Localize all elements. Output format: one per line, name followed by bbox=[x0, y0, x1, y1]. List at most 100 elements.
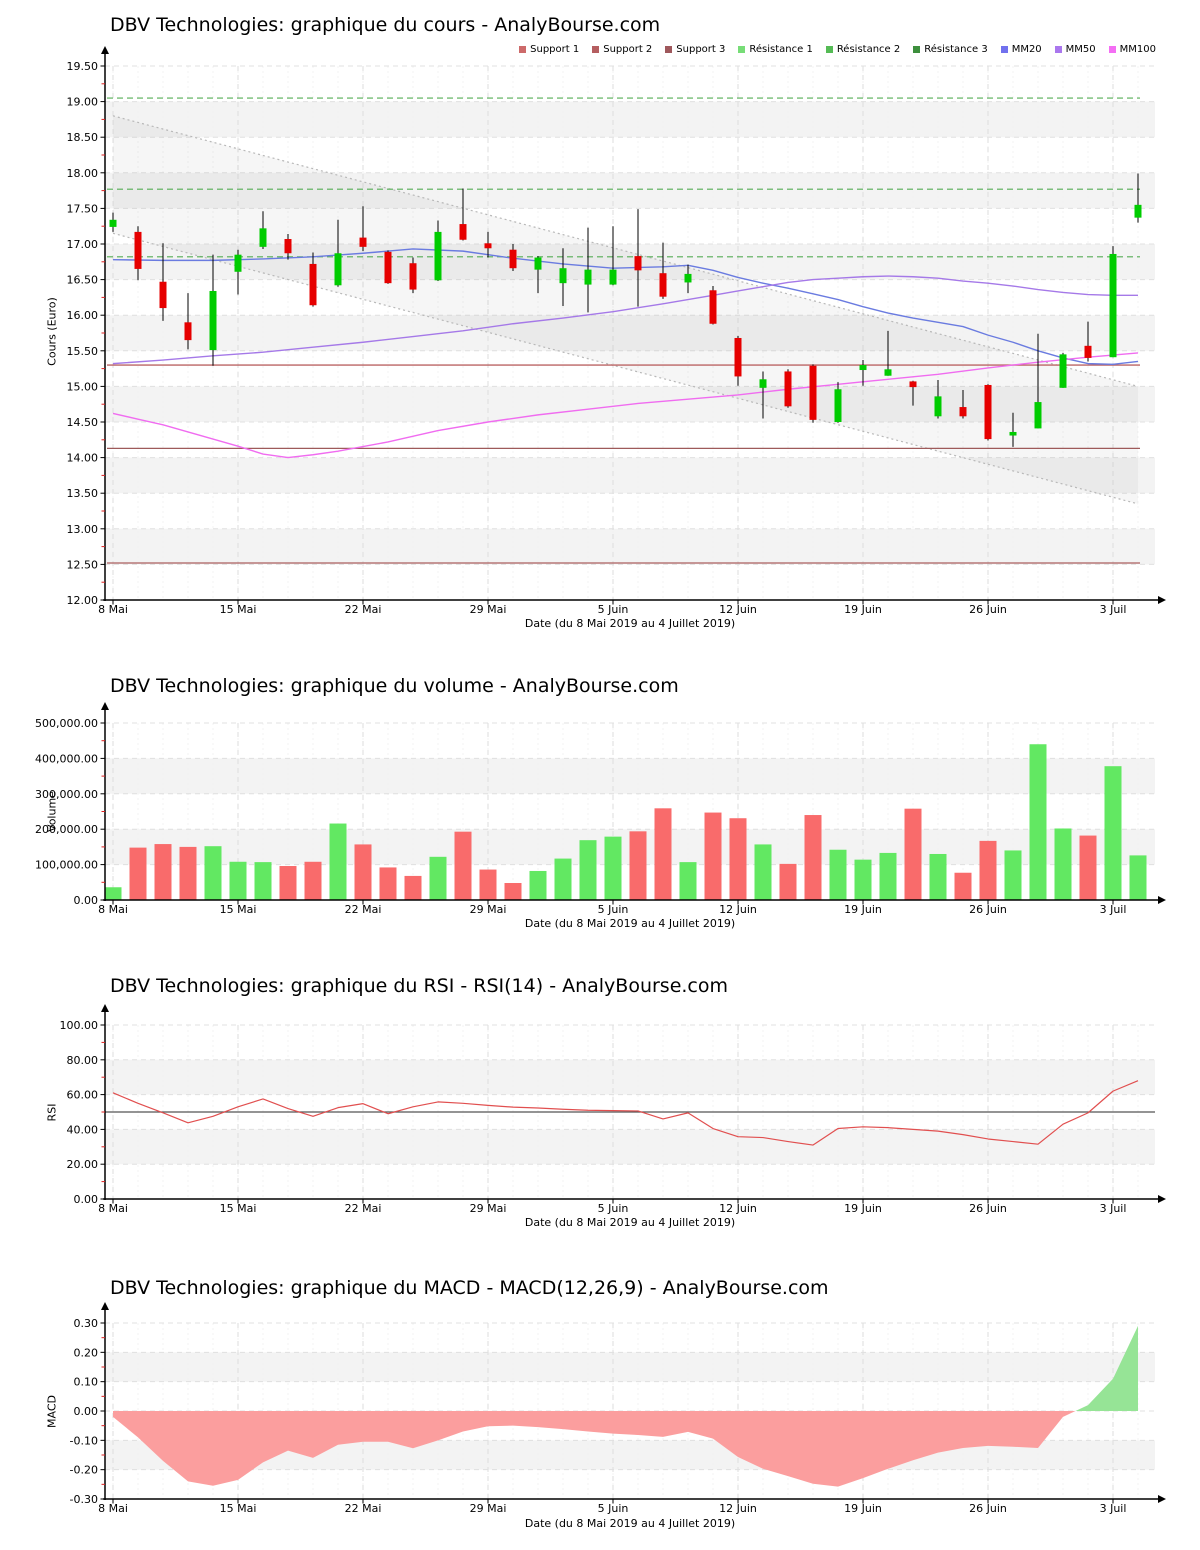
y-tick-label: 12.50 bbox=[67, 558, 99, 571]
macd-axes: 0.30 0.20 0.10 0.00 -0.10 -0.20 -0.308 Mai 15 M… bbox=[70, 1302, 1166, 1515]
rsi-x-axis-title: Date (du 8 Mai 2019 au 4 Juillet 2019) bbox=[524, 1216, 736, 1229]
candle-body-up bbox=[1009, 431, 1017, 436]
candle-body-down bbox=[409, 263, 417, 290]
candle-body-up bbox=[759, 379, 767, 388]
volume-bar-down bbox=[454, 831, 472, 900]
volume-bar-down bbox=[979, 840, 997, 900]
legend-label: MM20 bbox=[1011, 44, 1042, 55]
volume-bar-up bbox=[229, 861, 247, 900]
x-tick-label: 8 Mai bbox=[98, 1502, 128, 1515]
volume-bar-up bbox=[879, 852, 897, 900]
y-tick-label: 100,000.00 bbox=[35, 859, 98, 872]
y-tick-label: -0.20 bbox=[70, 1464, 98, 1477]
legend-item-mm100: MM100 bbox=[1108, 44, 1156, 55]
y-tick-label: 500,000.00 bbox=[35, 717, 98, 730]
candle-body-up bbox=[334, 253, 342, 286]
legend-label: Résistance 1 bbox=[749, 44, 813, 55]
y-tick-label: 19.00 bbox=[67, 96, 99, 109]
y-tick-label: 17.50 bbox=[67, 202, 99, 215]
y-tick-label: 60.00 bbox=[67, 1089, 99, 1102]
volume-bar-up bbox=[329, 823, 347, 900]
x-tick-label: 12 Juin bbox=[719, 903, 757, 916]
candle-body-down bbox=[184, 322, 192, 341]
x-tick-label: 3 Juil bbox=[1100, 903, 1127, 916]
legend-label: Support 2 bbox=[603, 44, 653, 55]
y-tick-label: 0.00 bbox=[74, 1405, 99, 1418]
x-tick-label: 5 Juin bbox=[598, 903, 629, 916]
y-axis-arrow-icon bbox=[101, 1004, 109, 1012]
price-plot-area: 19.50 19.00 18.50 18.00 17.50 17.00 16.50 16.00… bbox=[67, 46, 1166, 616]
zebra-band bbox=[105, 1129, 1155, 1165]
price-chart-title: DBV Technologies: graphique du cours - A… bbox=[110, 14, 661, 36]
candle-body-up bbox=[109, 219, 117, 227]
y-tick-label: 19.50 bbox=[67, 60, 99, 73]
y-tick-label: 13.00 bbox=[67, 523, 99, 536]
legend-item-support-1: Support 1 bbox=[519, 44, 579, 55]
x-tick-label: 3 Juil bbox=[1100, 603, 1127, 616]
candle-body-up bbox=[859, 365, 867, 371]
volume-bar-up bbox=[579, 840, 597, 900]
x-tick-label: 15 Mai bbox=[220, 1502, 257, 1515]
zebra-band bbox=[105, 244, 1155, 280]
volume-bar-down bbox=[804, 815, 822, 900]
volume-bar-up bbox=[929, 853, 947, 900]
mm100-swatch-icon bbox=[1108, 46, 1116, 53]
volume-bar-up bbox=[254, 862, 272, 900]
legend-item-mm20: MM20 bbox=[1000, 44, 1042, 55]
legend-label: MM100 bbox=[1119, 44, 1156, 55]
volume-bar-up bbox=[1054, 828, 1072, 900]
candle-body-down bbox=[159, 281, 167, 309]
y-tick-label: 40.00 bbox=[67, 1123, 99, 1136]
macd-chart-title: DBV Technologies: graphique du MACD - MA… bbox=[110, 1277, 829, 1299]
volume-bar-up bbox=[429, 856, 447, 900]
support-3-swatch-icon bbox=[665, 46, 673, 53]
y-tick-label: 17.00 bbox=[67, 238, 99, 251]
y-tick-label: 16.00 bbox=[67, 309, 99, 322]
candle-body-up bbox=[1059, 354, 1067, 388]
y-tick-label: 14.50 bbox=[67, 416, 99, 429]
volume-bar-down bbox=[504, 883, 522, 900]
x-tick-label: 3 Juil bbox=[1100, 1502, 1127, 1515]
price-axes: 19.50 19.00 18.50 18.00 17.50 17.00 16.50 16.00… bbox=[67, 46, 1166, 616]
candle-body-down bbox=[659, 273, 667, 297]
legend-item-resistance-1: Résistance 1 bbox=[738, 44, 813, 55]
x-axis-arrow-icon bbox=[1158, 596, 1166, 604]
x-tick-label: 29 Mai bbox=[470, 1502, 507, 1515]
candle-body-up bbox=[534, 257, 542, 270]
resistance-1-swatch-icon bbox=[738, 46, 746, 53]
macd-y-axis-title: MACD bbox=[45, 1395, 59, 1428]
candle-body-up bbox=[234, 254, 242, 272]
candle-body-down bbox=[309, 263, 317, 306]
trend-channel-lower-line bbox=[112, 232, 1139, 505]
x-tick-label: 5 Juin bbox=[598, 603, 629, 616]
candle-body-down bbox=[909, 381, 917, 388]
mm100-line bbox=[112, 352, 1139, 459]
legend-item-resistance-3: Résistance 3 bbox=[913, 44, 988, 55]
volume-bar-down bbox=[479, 869, 497, 900]
x-tick-label: 26 Juin bbox=[969, 1502, 1007, 1515]
volume-x-axis-title: Date (du 8 Mai 2019 au 4 Juillet 2019) bbox=[524, 917, 736, 930]
volume-bar-down bbox=[1079, 835, 1097, 900]
y-tick-label: 18.50 bbox=[67, 131, 99, 144]
zebra-band bbox=[105, 528, 1155, 565]
legend-label: Résistance 2 bbox=[836, 44, 901, 55]
x-tick-label: 3 Juil bbox=[1100, 1202, 1127, 1215]
zebra-band bbox=[105, 758, 1155, 794]
volume-bar-up bbox=[829, 849, 847, 900]
support-2-swatch-icon bbox=[592, 46, 600, 53]
macd-x-axis-title: Date (du 8 Mai 2019 au 4 Juillet 2019) bbox=[524, 1517, 736, 1530]
x-axis-arrow-icon bbox=[1158, 896, 1166, 904]
candle-body-down bbox=[634, 256, 642, 271]
y-axis-arrow-icon bbox=[101, 1302, 109, 1310]
volume-bar-down bbox=[379, 867, 397, 900]
volume-bar-up bbox=[754, 844, 772, 900]
volume-bar-up bbox=[104, 887, 122, 900]
x-axis-arrow-icon bbox=[1158, 1195, 1166, 1203]
x-tick-label: 5 Juin bbox=[598, 1502, 629, 1515]
volume-axes: 500,000.00 400,000.00 300,000.00 200,000.00… bbox=[35, 702, 1166, 916]
price-x-axis-title: Date (du 8 Mai 2019 au 4 Juillet 2019) bbox=[524, 617, 736, 630]
legend-item-mm50: MM50 bbox=[1054, 44, 1096, 55]
volume-bar-down bbox=[154, 844, 172, 900]
